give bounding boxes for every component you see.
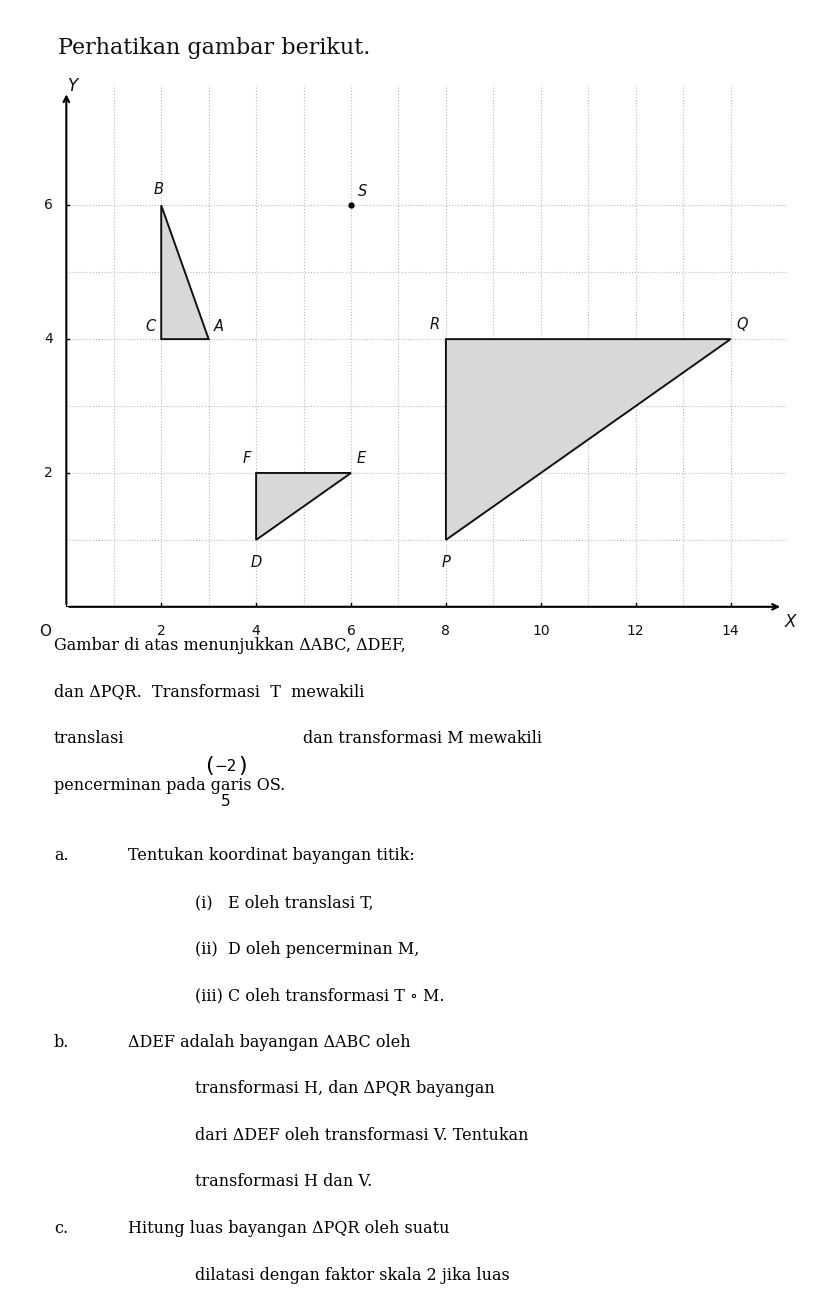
Text: (: (	[205, 756, 214, 775]
Text: (i)   E oleh translasi T,: (i) E oleh translasi T,	[195, 894, 373, 911]
Text: b.: b.	[54, 1034, 70, 1051]
Text: 2: 2	[156, 624, 166, 638]
Text: dan ΔPQR.  Transformasi  T  mewakili: dan ΔPQR. Transformasi T mewakili	[54, 684, 363, 701]
Text: translasi: translasi	[54, 731, 124, 748]
Text: Y: Y	[68, 77, 79, 95]
Text: transformasi H, dan ΔPQR bayangan: transformasi H, dan ΔPQR bayangan	[195, 1081, 494, 1098]
Text: ): )	[238, 756, 246, 775]
Text: C: C	[145, 320, 156, 334]
Text: B: B	[154, 183, 164, 197]
Text: 5: 5	[221, 795, 230, 809]
Text: D: D	[250, 555, 262, 569]
Text: Hitung luas bayangan ΔPQR oleh suatu: Hitung luas bayangan ΔPQR oleh suatu	[128, 1220, 450, 1237]
Text: a.: a.	[54, 847, 69, 864]
Text: 8: 8	[441, 624, 450, 638]
Text: ΔDEF adalah bayangan ΔABC oleh: ΔDEF adalah bayangan ΔABC oleh	[128, 1034, 411, 1051]
Text: A: A	[213, 320, 223, 334]
Text: S: S	[358, 184, 367, 198]
Text: F: F	[243, 452, 251, 466]
Polygon shape	[161, 205, 209, 339]
Text: R: R	[430, 317, 440, 333]
Text: Perhatikan gambar berikut.: Perhatikan gambar berikut.	[58, 37, 370, 59]
Polygon shape	[445, 339, 729, 540]
Text: Tentukan koordinat bayangan titik:: Tentukan koordinat bayangan titik:	[128, 847, 415, 864]
Text: dan transformasi M mewakili: dan transformasi M mewakili	[302, 731, 541, 748]
Text: transformasi H dan V.: transformasi H dan V.	[195, 1173, 372, 1190]
Text: dari ΔDEF oleh transformasi V. Tentukan: dari ΔDEF oleh transformasi V. Tentukan	[195, 1128, 527, 1144]
Text: O: O	[39, 624, 51, 638]
Text: 2: 2	[44, 466, 53, 480]
Text: E: E	[356, 452, 365, 466]
Text: 10: 10	[532, 624, 549, 638]
Text: 4: 4	[44, 333, 53, 346]
Text: X: X	[784, 612, 796, 630]
Text: 12: 12	[626, 624, 643, 638]
Text: P: P	[441, 555, 450, 569]
Text: pencerminan pada garis OS.: pencerminan pada garis OS.	[54, 776, 285, 793]
Text: Gambar di atas menunjukkan ΔABC, ΔDEF,: Gambar di atas menunjukkan ΔABC, ΔDEF,	[54, 637, 405, 654]
Polygon shape	[256, 472, 350, 540]
Text: Q: Q	[735, 317, 747, 333]
Text: 14: 14	[721, 624, 739, 638]
Text: 6: 6	[346, 624, 355, 638]
Text: c.: c.	[54, 1220, 68, 1237]
Text: dilatasi dengan faktor skala 2 jika luas: dilatasi dengan faktor skala 2 jika luas	[195, 1267, 509, 1284]
Text: 6: 6	[44, 198, 53, 213]
Text: 4: 4	[252, 624, 260, 638]
Text: (iii) C oleh transformasi T ∘ M.: (iii) C oleh transformasi T ∘ M.	[195, 987, 444, 1004]
Text: (ii)  D oleh pencerminan M,: (ii) D oleh pencerminan M,	[195, 941, 419, 958]
Text: −2: −2	[214, 758, 237, 774]
